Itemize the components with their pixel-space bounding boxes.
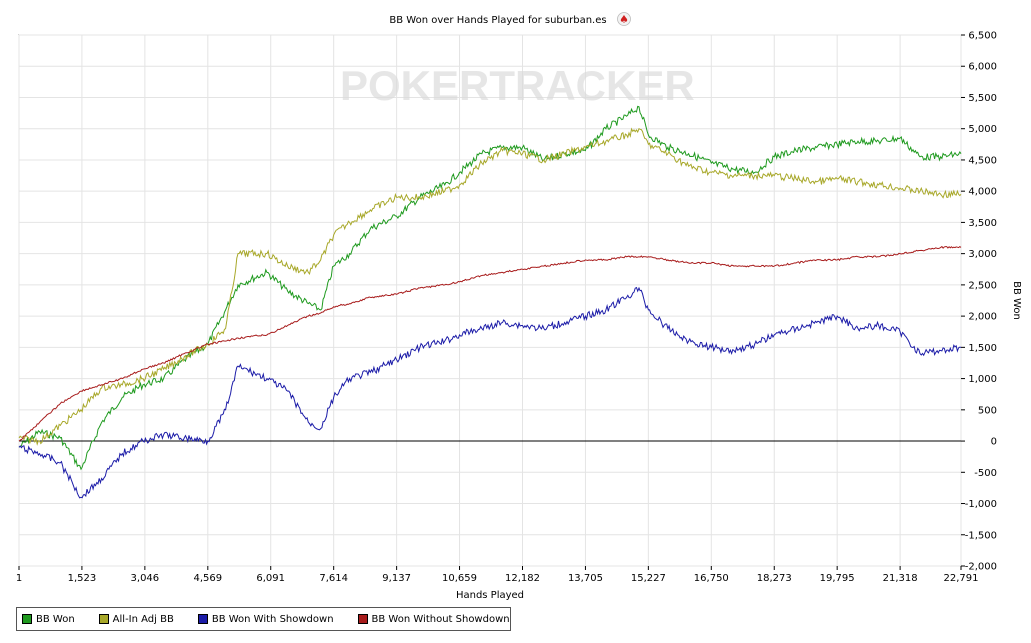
x-tick-label: 9,137 — [382, 573, 411, 584]
y-axis: -2,000 -1,500 -1,000 -500 0 500 1,000 1,500 2,00… — [961, 31, 997, 573]
x-tick-label: 10,659 — [442, 573, 477, 584]
legend-swatch — [357, 614, 368, 624]
series-group — [18, 105, 962, 499]
x-tick-label: 3,046 — [131, 573, 160, 584]
y-tick-label: 3,000 — [968, 249, 997, 260]
legend-swatch — [22, 614, 32, 624]
legend-item-0: BB Won — [22, 614, 75, 625]
x-tick-label: 21,318 — [883, 573, 918, 584]
legend-label: BB Won Without Showdown — [371, 613, 510, 625]
y-tick-label: 2,500 — [968, 280, 997, 291]
series-line-1 — [18, 127, 962, 446]
y-tick-label: -1,000 — [965, 499, 997, 510]
y-tick-label: 2,000 — [968, 312, 997, 323]
series-line-3 — [18, 245, 962, 442]
y-tick-label: -2,000 — [965, 562, 997, 573]
y-tick-label: 6,000 — [968, 62, 997, 73]
x-tick-label: 13,705 — [568, 573, 603, 584]
y-tick-label: 500 — [978, 405, 997, 416]
y-tick-label: 1,500 — [968, 343, 997, 354]
legend-label: All-In Adj BB — [112, 613, 174, 625]
y-tick-label: 6,500 — [968, 31, 997, 42]
x-tick-label: 15,227 — [631, 573, 666, 584]
y-tick-label: -1,500 — [965, 530, 997, 541]
legend-item-1: All-In Adj BB — [98, 613, 174, 625]
x-tick-label: 7,614 — [319, 573, 348, 584]
chart-title: BB Won over Hands Played for suburban.es — [389, 15, 606, 26]
legend-item-2: BB Won With Showdown — [197, 613, 334, 625]
x-tick-label: 12,182 — [505, 573, 540, 584]
plot-area — [18, 34, 962, 567]
legend: BB Won All-In Adj BB BB Won With Showdown B… — [16, 607, 511, 631]
y-tick-label: 1,000 — [968, 374, 997, 385]
y-axis-label: BB Won — [1011, 281, 1022, 320]
svg-text:♠: ♠ — [619, 13, 629, 26]
legend-item-3: BB Won Without Showdown — [357, 613, 510, 625]
y-tick-label: 4,500 — [968, 155, 997, 166]
series-line-0 — [18, 105, 962, 471]
legend-label: BB Won With Showdown — [211, 613, 334, 625]
y-tick-label: 0 — [991, 437, 997, 448]
x-tick-label: 16,750 — [694, 573, 729, 584]
legend-label: BB Won — [36, 613, 75, 625]
y-tick-label: 4,000 — [968, 187, 997, 198]
poker-spade-icon: ♠ — [617, 12, 631, 26]
x-tick-label: 6,091 — [256, 573, 285, 584]
legend-swatch — [197, 614, 208, 624]
x-axis: 1 1,523 3,046 4,569 6,091 7,614 9,137 10,659 12,… — [16, 566, 979, 584]
x-tick-label: 18,273 — [757, 573, 792, 584]
watermark: POKERTRACKER — [340, 62, 695, 109]
x-tick-label: 1,523 — [68, 573, 97, 584]
series-line-2 — [18, 286, 962, 499]
y-tick-label: 3,500 — [968, 218, 997, 229]
x-tick-label: 1 — [16, 573, 22, 584]
x-tick-label: 19,795 — [820, 573, 855, 584]
x-tick-label: 4,569 — [193, 573, 222, 584]
grid — [18, 34, 962, 567]
y-tick-label: 5,500 — [968, 93, 997, 104]
x-tick-label: 22,791 — [944, 573, 979, 584]
y-tick-label: 5,000 — [968, 124, 997, 135]
x-axis-label: Hands Played — [456, 590, 524, 601]
legend-swatch — [98, 614, 109, 624]
y-tick-label: -500 — [974, 468, 997, 479]
